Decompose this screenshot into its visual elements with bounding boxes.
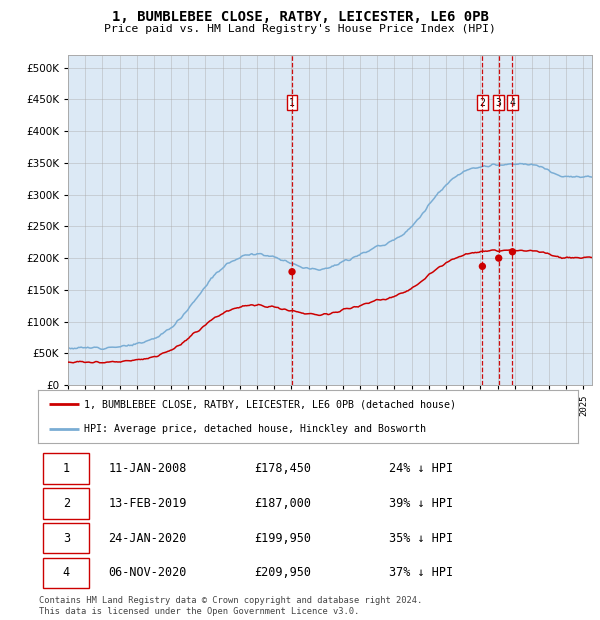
Text: 3: 3	[496, 97, 502, 108]
Text: £178,450: £178,450	[254, 462, 311, 475]
Point	[494, 253, 503, 263]
Point	[287, 267, 297, 277]
Text: 2: 2	[63, 497, 70, 510]
Text: 06-NOV-2020: 06-NOV-2020	[108, 567, 187, 580]
Text: 1, BUMBLEBEE CLOSE, RATBY, LEICESTER, LE6 0PB (detached house): 1, BUMBLEBEE CLOSE, RATBY, LEICESTER, LE…	[84, 399, 456, 409]
Text: 4: 4	[63, 567, 70, 580]
Text: 39% ↓ HPI: 39% ↓ HPI	[389, 497, 453, 510]
Text: 2: 2	[479, 97, 485, 108]
Text: £187,000: £187,000	[254, 497, 311, 510]
Point	[478, 262, 487, 272]
Text: 1: 1	[63, 462, 70, 475]
FancyBboxPatch shape	[43, 453, 89, 484]
Text: £209,950: £209,950	[254, 567, 311, 580]
Text: 35% ↓ HPI: 35% ↓ HPI	[389, 532, 453, 545]
Text: HPI: Average price, detached house, Hinckley and Bosworth: HPI: Average price, detached house, Hinc…	[84, 423, 426, 434]
Text: 1, BUMBLEBEE CLOSE, RATBY, LEICESTER, LE6 0PB: 1, BUMBLEBEE CLOSE, RATBY, LEICESTER, LE…	[112, 10, 488, 24]
Text: 37% ↓ HPI: 37% ↓ HPI	[389, 567, 453, 580]
Text: £199,950: £199,950	[254, 532, 311, 545]
FancyBboxPatch shape	[43, 488, 89, 519]
FancyBboxPatch shape	[43, 523, 89, 554]
Text: 4: 4	[509, 97, 515, 108]
Text: 11-JAN-2008: 11-JAN-2008	[108, 462, 187, 475]
Text: 13-FEB-2019: 13-FEB-2019	[108, 497, 187, 510]
Text: 24-JAN-2020: 24-JAN-2020	[108, 532, 187, 545]
Text: 3: 3	[63, 532, 70, 545]
Text: 1: 1	[289, 97, 295, 108]
FancyBboxPatch shape	[43, 558, 89, 588]
Point	[508, 247, 517, 257]
Text: Contains HM Land Registry data © Crown copyright and database right 2024.
This d: Contains HM Land Registry data © Crown c…	[39, 596, 422, 616]
Text: 24% ↓ HPI: 24% ↓ HPI	[389, 462, 453, 475]
Text: Price paid vs. HM Land Registry's House Price Index (HPI): Price paid vs. HM Land Registry's House …	[104, 24, 496, 34]
